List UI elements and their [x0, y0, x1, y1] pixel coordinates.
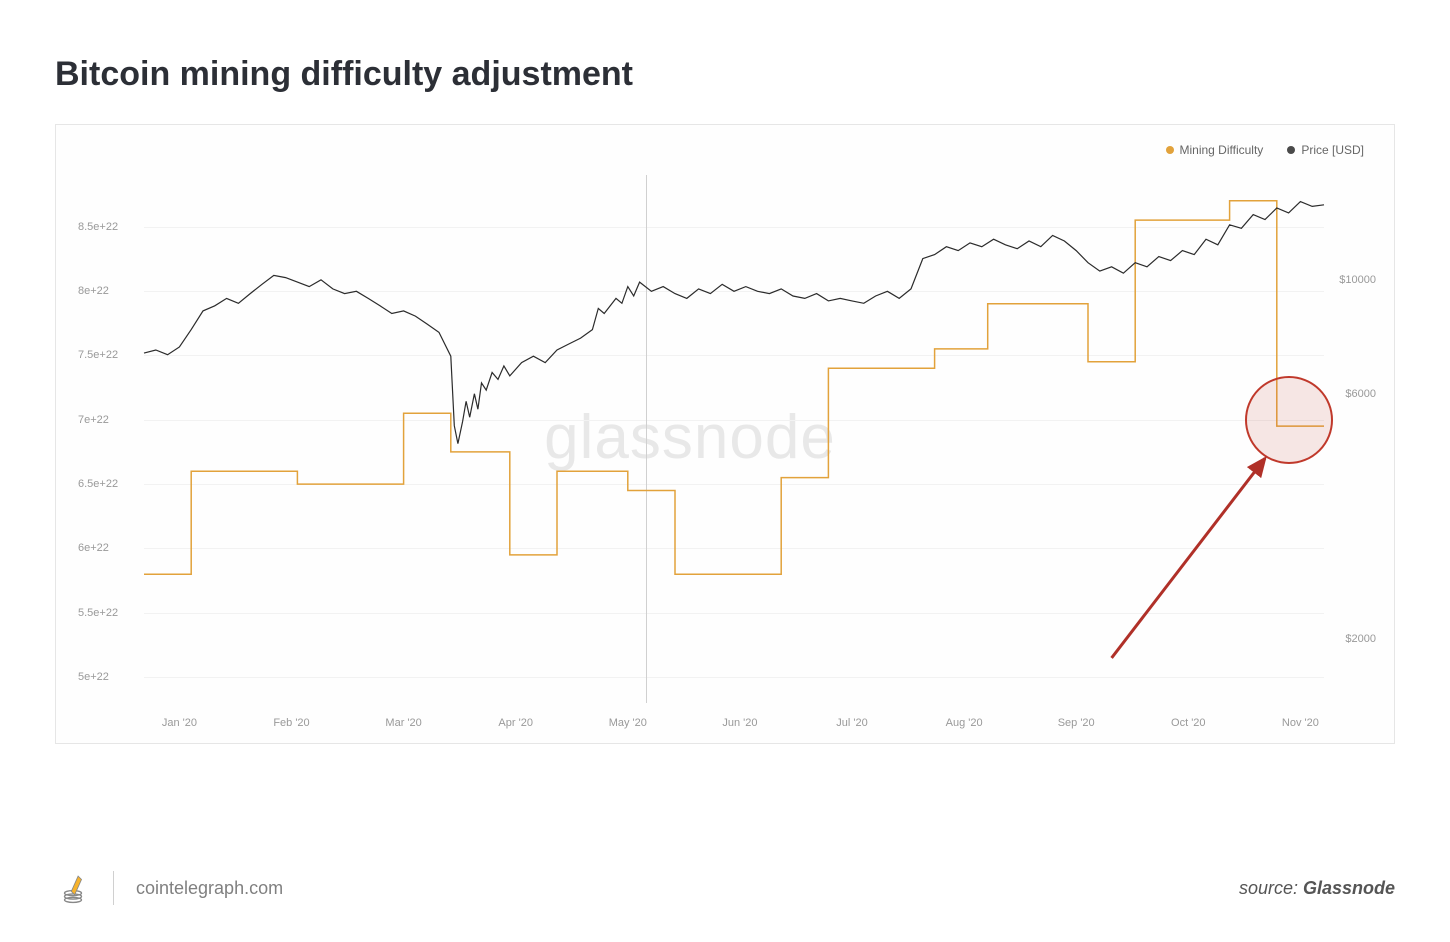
x-tick-label: Jun '20 [722, 717, 757, 729]
legend-label-price: Price [USD] [1301, 143, 1364, 157]
cointelegraph-logo-icon [55, 870, 91, 906]
y-right-tick-label: $10000 [1339, 274, 1376, 286]
footer-source: source: Glassnode [1239, 878, 1395, 899]
legend-item-difficulty: Mining Difficulty [1166, 143, 1264, 157]
highlight-circle [1245, 376, 1333, 464]
legend-label-difficulty: Mining Difficulty [1180, 143, 1264, 157]
y-left-tick-label: 8e+22 [78, 285, 109, 297]
chart-container: Mining Difficulty Price [USD] glassnode … [55, 124, 1395, 744]
y-right-tick-label: $2000 [1345, 633, 1376, 645]
x-tick-label: Jul '20 [836, 717, 867, 729]
x-tick-label: Mar '20 [385, 717, 421, 729]
x-tick-label: Sep '20 [1058, 717, 1095, 729]
source-prefix: source: [1239, 878, 1303, 898]
legend-item-price: Price [USD] [1287, 143, 1364, 157]
x-tick-label: Jan '20 [162, 717, 197, 729]
x-tick-label: Apr '20 [498, 717, 533, 729]
y-right-tick-label: $6000 [1345, 388, 1376, 400]
plot-area [144, 175, 1324, 703]
footer-divider [113, 871, 114, 905]
footer: cointelegraph.com source: Glassnode [55, 870, 1395, 906]
legend-dot-difficulty [1166, 146, 1174, 154]
y-left-tick-label: 6.5e+22 [78, 478, 118, 490]
plot-svg [144, 175, 1324, 703]
y-left-tick-label: 6e+22 [78, 542, 109, 554]
y-left-tick-label: 7e+22 [78, 414, 109, 426]
footer-left: cointelegraph.com [55, 870, 283, 906]
chart-legend: Mining Difficulty Price [USD] [1166, 143, 1365, 157]
y-left-tick-label: 5e+22 [78, 671, 109, 683]
x-tick-label: Oct '20 [1171, 717, 1206, 729]
series-difficulty-line [144, 201, 1324, 574]
page-title: Bitcoin mining difficulty adjustment [55, 55, 1395, 94]
source-name: Glassnode [1303, 878, 1395, 898]
y-left-tick-label: 8.5e+22 [78, 221, 118, 233]
y-left-tick-label: 5.5e+22 [78, 607, 118, 619]
x-tick-label: Nov '20 [1282, 717, 1319, 729]
y-left-tick-label: 7.5e+22 [78, 349, 118, 361]
series-price-line [144, 202, 1324, 444]
footer-site: cointelegraph.com [136, 878, 283, 899]
x-tick-label: May '20 [609, 717, 647, 729]
x-tick-label: Aug '20 [946, 717, 983, 729]
legend-dot-price [1287, 146, 1295, 154]
x-tick-label: Feb '20 [273, 717, 309, 729]
